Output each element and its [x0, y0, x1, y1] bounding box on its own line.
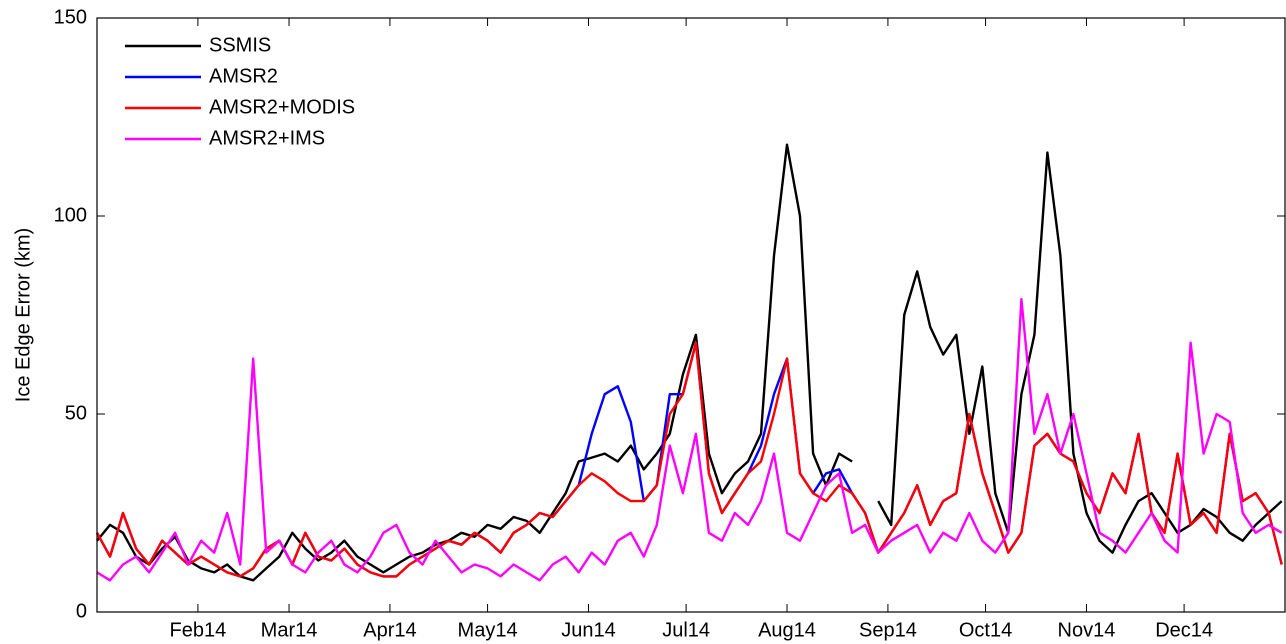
x-tick-label: Feb14 — [170, 619, 227, 641]
legend-label: SSMIS — [209, 34, 271, 56]
x-tick-label: Nov14 — [1058, 619, 1116, 641]
x-tick-label: Jul14 — [662, 619, 710, 641]
x-tick-label: Aug14 — [758, 619, 816, 641]
x-tick-label: Jun14 — [561, 619, 616, 641]
x-tick-label: Apr14 — [363, 619, 416, 641]
plot-frame — [96, 17, 1286, 613]
series-line — [95, 341, 1283, 578]
legend-label: AMSR2+MODIS — [209, 96, 355, 118]
x-tick-label: Mar14 — [261, 619, 318, 641]
x-tick-label: Dec14 — [1155, 619, 1213, 641]
series-line — [96, 143, 1283, 582]
y-axis-label: Ice Edge Error (km) — [12, 228, 34, 402]
x-tick-label: May14 — [458, 619, 518, 641]
y-tick-label: 100 — [54, 204, 87, 226]
x-tick-label: Oct14 — [959, 619, 1012, 641]
x-tick-label: Sep14 — [859, 619, 917, 641]
legend-label: AMSR2 — [209, 65, 278, 87]
legend-label: AMSR2+IMS — [209, 127, 325, 149]
series-line — [96, 298, 1283, 582]
y-tick-label: 50 — [65, 402, 87, 424]
y-tick-label: 150 — [54, 6, 87, 28]
y-tick-label: 0 — [76, 600, 87, 622]
